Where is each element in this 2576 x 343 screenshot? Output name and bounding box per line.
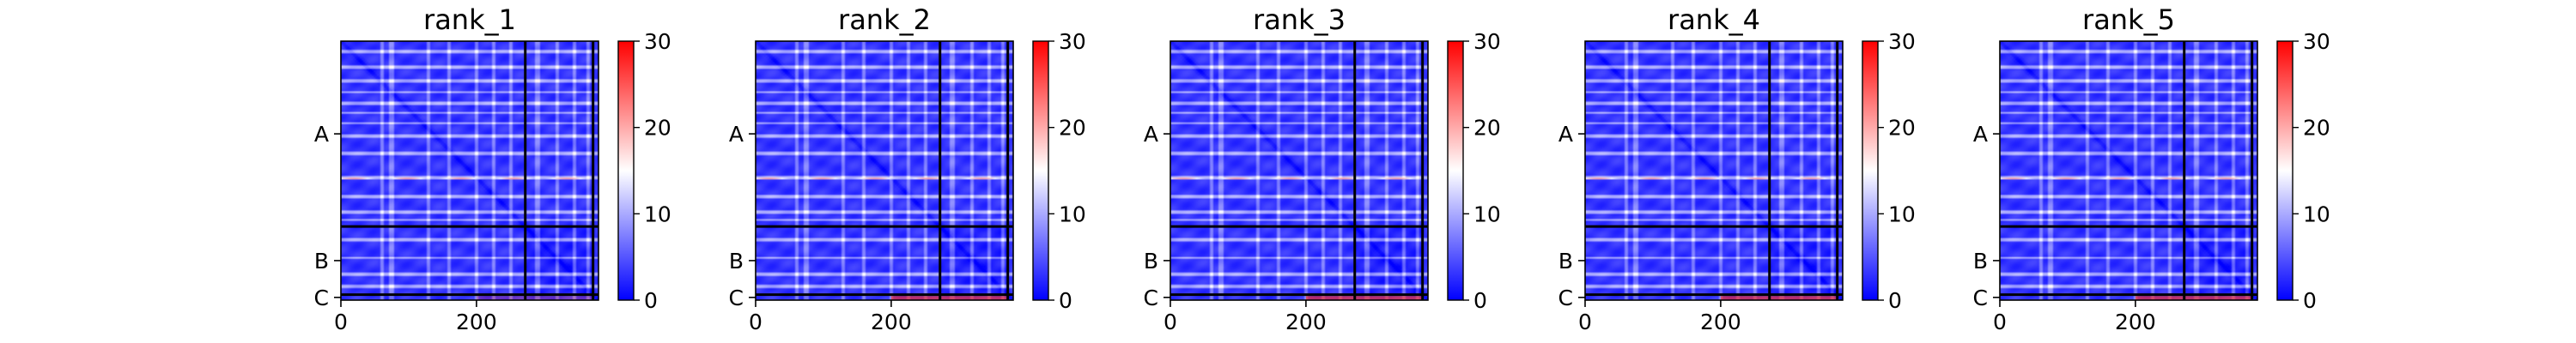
colorbar-tick-label: 30: [1888, 29, 1916, 54]
heatmap-image: [341, 41, 598, 300]
colorbar-tick-label: 0: [2303, 288, 2317, 313]
x-tick-label: 0: [1163, 310, 1177, 334]
colorbar-frame: [1032, 40, 1049, 301]
chain-c-error-band: [476, 296, 593, 300]
colorbar-tick-label: 30: [1473, 29, 1501, 54]
y-tick-label: B: [729, 249, 744, 274]
x-tick-label: 200: [1700, 310, 1741, 334]
x-tick-label: 0: [334, 310, 348, 334]
axes-frame: [1170, 40, 1429, 301]
colorbar-fill: [1448, 41, 1463, 300]
y-tick-label: A: [1144, 122, 1158, 147]
chain-c-error-band: [1305, 296, 1423, 300]
colorbar-tick-label: 30: [1059, 29, 1086, 54]
colorbar-fill: [1862, 41, 1878, 300]
colorbar-fill: [618, 41, 634, 300]
colorbar-tick-label: 30: [644, 29, 671, 54]
heatmap-image: [1585, 41, 1843, 300]
x-tick-label: 200: [456, 310, 497, 334]
y-tick-label: A: [729, 122, 744, 147]
x-tick-label: 0: [749, 310, 762, 334]
y-tick-label: A: [314, 122, 329, 147]
axes-frame: [1584, 40, 1844, 301]
colorbar-tick-label: 0: [1059, 288, 1072, 313]
y-tick-label: B: [1144, 249, 1158, 274]
chain-c-error-band: [890, 296, 1008, 300]
axes-frame: [340, 40, 599, 301]
panel-title: rank_4: [1668, 3, 1760, 36]
colorbar-tick-label: 0: [644, 288, 658, 313]
x-tick-label: 200: [2115, 310, 2156, 334]
y-tick-label: C: [1973, 286, 1988, 310]
panel-title: rank_1: [423, 3, 516, 36]
colorbar-fill: [2277, 41, 2293, 300]
colorbar-tick-label: 30: [2303, 29, 2330, 54]
colorbar-tick-label: 10: [2303, 202, 2330, 226]
y-tick-label: C: [729, 286, 744, 310]
heatmap-image: [2000, 41, 2257, 300]
panel-title: rank_5: [2082, 3, 2175, 36]
y-tick-label: B: [1973, 249, 1988, 274]
colorbar-tick-label: 20: [1059, 116, 1086, 141]
chain-c-error-band: [1720, 296, 1838, 300]
y-tick-label: A: [1558, 122, 1573, 147]
panel-title: rank_2: [838, 3, 931, 36]
panel-title: rank_3: [1253, 3, 1346, 36]
colorbar-tick-label: 10: [644, 202, 671, 226]
colorbar-tick-label: 20: [644, 116, 671, 141]
y-tick-label: C: [314, 286, 329, 310]
heatmap-image: [756, 41, 1013, 300]
y-tick-label: C: [1558, 286, 1573, 310]
colorbar-frame: [1447, 40, 1464, 301]
y-tick-label: B: [314, 249, 329, 274]
colorbar-tick-label: 20: [1473, 116, 1501, 141]
axes-frame: [1999, 40, 2258, 301]
colorbar-tick-label: 10: [1059, 202, 1086, 226]
heatmap-image: [1170, 41, 1428, 300]
y-tick-label: B: [1558, 249, 1573, 274]
y-tick-label: A: [1973, 122, 1988, 147]
colorbar-tick-label: 0: [1473, 288, 1487, 313]
colorbar-frame: [1862, 40, 1879, 301]
colorbar-frame: [617, 40, 635, 301]
x-tick-label: 0: [1578, 310, 1592, 334]
colorbar-tick-label: 20: [1888, 116, 1916, 141]
chain-c-error-band: [2135, 296, 2252, 300]
colorbar-tick-label: 20: [2303, 116, 2330, 141]
x-tick-label: 200: [1285, 310, 1327, 334]
x-tick-label: 0: [1993, 310, 2007, 334]
x-tick-label: 200: [871, 310, 912, 334]
colorbar-frame: [2276, 40, 2293, 301]
colorbar-tick-label: 10: [1473, 202, 1501, 226]
colorbar-fill: [1033, 41, 1048, 300]
colorbar-tick-label: 10: [1888, 202, 1916, 226]
axes-frame: [755, 40, 1014, 301]
colorbar-tick-label: 0: [1888, 288, 1902, 313]
y-tick-label: C: [1144, 286, 1158, 310]
